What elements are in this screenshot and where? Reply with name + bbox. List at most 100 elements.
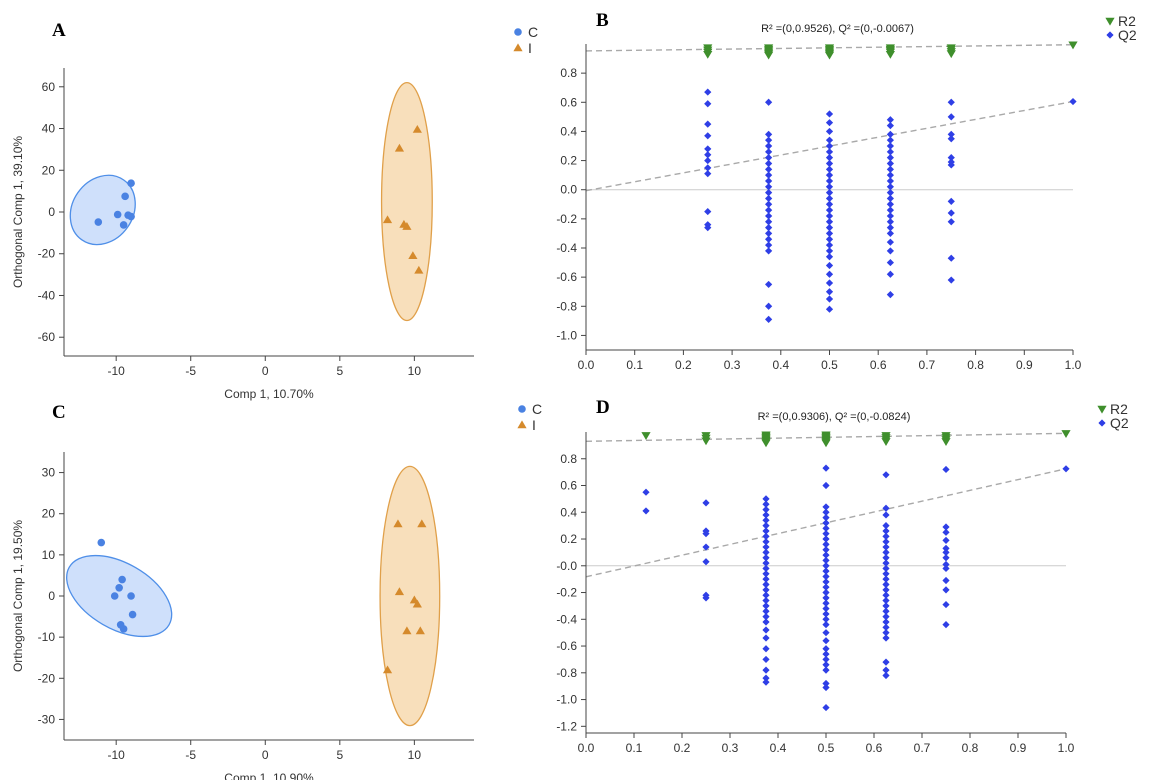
y-tick-label: -0.0 bbox=[556, 559, 577, 573]
y-tick-label: 0.6 bbox=[560, 479, 577, 493]
y-tick-label: -1.0 bbox=[556, 328, 577, 342]
legend-marker-c bbox=[518, 405, 526, 413]
panel-label-c: C bbox=[52, 402, 66, 423]
point-c bbox=[128, 610, 137, 619]
x-tick-label: 0.9 bbox=[1010, 741, 1027, 755]
y-tick-label: 0.6 bbox=[560, 95, 577, 109]
y-tick-label: -0.4 bbox=[556, 612, 577, 626]
x-tick-label: 0.0 bbox=[578, 741, 595, 755]
point-i bbox=[382, 665, 393, 674]
panel-label-a: A bbox=[52, 20, 66, 41]
permutation-stats-title: R² =(0,0.9526), Q² =(0,-0.0067) bbox=[761, 23, 914, 35]
x-tick-label: 0.5 bbox=[818, 741, 835, 755]
point-c bbox=[113, 210, 122, 219]
x-tick-label: -10 bbox=[108, 364, 126, 378]
x-tick-label: 0 bbox=[262, 364, 269, 378]
point-i bbox=[414, 265, 424, 274]
y-tick-label: 20 bbox=[42, 163, 56, 177]
y-tick-label: 0.8 bbox=[560, 452, 577, 466]
x-tick-label: 0.1 bbox=[626, 358, 643, 372]
point-r2 bbox=[701, 437, 711, 446]
y-tick-label: 0 bbox=[48, 205, 55, 219]
x-tick-label: 0.1 bbox=[626, 741, 643, 755]
y-tick-label: -0.8 bbox=[556, 299, 577, 313]
x-tick-label: 0.2 bbox=[674, 741, 691, 755]
y-tick-label: 0 bbox=[48, 589, 55, 603]
x-tick-label: 0.8 bbox=[962, 741, 979, 755]
point-i bbox=[382, 215, 393, 224]
point-i bbox=[402, 222, 412, 230]
y-tick-label: 0.4 bbox=[560, 505, 577, 519]
point-r2 bbox=[703, 50, 713, 59]
x-tick-label: 0.2 bbox=[675, 358, 692, 372]
point-c bbox=[110, 592, 119, 600]
x-tick-label: 0.5 bbox=[821, 358, 838, 372]
y-tick-label: -20 bbox=[38, 247, 56, 261]
y-tick-label: -0.2 bbox=[556, 586, 577, 600]
y-tick-label: 10 bbox=[42, 548, 56, 562]
y-tick-label: -20 bbox=[38, 671, 56, 685]
point-i bbox=[417, 519, 427, 528]
x-tick-label: 0.3 bbox=[722, 741, 739, 755]
x-tick-label: 0.0 bbox=[578, 358, 595, 372]
point-i bbox=[402, 626, 412, 635]
point-r2 bbox=[941, 438, 951, 446]
legend-label-i: I bbox=[528, 40, 532, 56]
y-tick-label: -0.4 bbox=[556, 241, 577, 255]
x-tick-label: 0.7 bbox=[914, 741, 931, 755]
y-tick-label: 0.4 bbox=[560, 124, 577, 138]
x-tick-label: 0.8 bbox=[967, 358, 984, 372]
x-tick-label: -10 bbox=[108, 748, 126, 762]
y-tick-label: -30 bbox=[38, 712, 56, 726]
y-tick-label: 20 bbox=[42, 507, 56, 521]
y-tick-label: 0.8 bbox=[560, 66, 577, 80]
x-tick-label: 0.4 bbox=[770, 741, 787, 755]
legend-marker-i bbox=[513, 43, 523, 52]
legend-marker-r2 bbox=[1105, 17, 1115, 26]
y-tick-label: -0.8 bbox=[556, 666, 577, 680]
x-tick-label: 1.0 bbox=[1058, 741, 1075, 755]
point-i bbox=[393, 519, 403, 528]
legend-label-r2: R2 bbox=[1118, 13, 1136, 29]
y-tick-label: -0.6 bbox=[556, 270, 577, 284]
y-axis-title: Orthogonal Comp 1, 19.50% bbox=[11, 520, 25, 672]
q2-regression-line bbox=[585, 468, 1067, 578]
x-tick-label: 0.4 bbox=[772, 358, 789, 372]
chart-c: C 30 20 10 0 -10 -20 -30 -10 -5 0 5 10 Comp 1, 10.90%… bbox=[11, 401, 542, 780]
x-tick-label: 10 bbox=[408, 364, 422, 378]
y-tick-label: -60 bbox=[38, 330, 56, 344]
point-i bbox=[408, 251, 418, 260]
y-tick-label: -10 bbox=[38, 630, 56, 644]
point-r2 bbox=[761, 439, 771, 448]
y-tick-label: 60 bbox=[42, 80, 56, 94]
point-c bbox=[121, 192, 129, 201]
point-i bbox=[394, 587, 405, 596]
confidence-ellipse-i bbox=[380, 81, 433, 322]
point-r2 bbox=[1068, 41, 1078, 50]
point-c bbox=[118, 575, 126, 584]
legend-label-r2: R2 bbox=[1110, 401, 1128, 417]
legend-label-c: C bbox=[528, 24, 538, 40]
point-r2 bbox=[881, 438, 891, 446]
y-tick-label: -1.2 bbox=[556, 719, 577, 733]
x-tick-label: 0.9 bbox=[1016, 358, 1033, 372]
point-c bbox=[97, 538, 106, 547]
chart-a: A 60 40 20 0 -20 -40 -60 -10 -5 0 5 10 Comp 1, 10.70%… bbox=[11, 20, 538, 401]
confidence-ellipse-i bbox=[379, 465, 441, 727]
confidence-ellipse-c bbox=[69, 174, 136, 246]
confidence-ellipse-c bbox=[66, 554, 173, 638]
point-i bbox=[394, 143, 405, 152]
y-tick-label: 40 bbox=[42, 122, 56, 136]
point-c bbox=[127, 212, 135, 221]
y-tick-label: -0.2 bbox=[556, 212, 577, 226]
point-i bbox=[415, 626, 425, 635]
legend-label-q2: Q2 bbox=[1110, 415, 1129, 431]
x-axis-title: Comp 1, 10.90% bbox=[224, 771, 314, 780]
y-axis-title: Orthogonal Comp 1, 39.10% bbox=[11, 136, 25, 288]
chart-b: B R² =(0,0.9526), Q² =(0,-0.0067) 0.8 0.6 0.… bbox=[556, 10, 1137, 372]
x-tick-label: 0.6 bbox=[866, 741, 883, 755]
y-tick-label: 0.2 bbox=[560, 532, 577, 546]
x-tick-label: -5 bbox=[185, 748, 196, 762]
x-tick-label: 0.3 bbox=[724, 358, 741, 372]
